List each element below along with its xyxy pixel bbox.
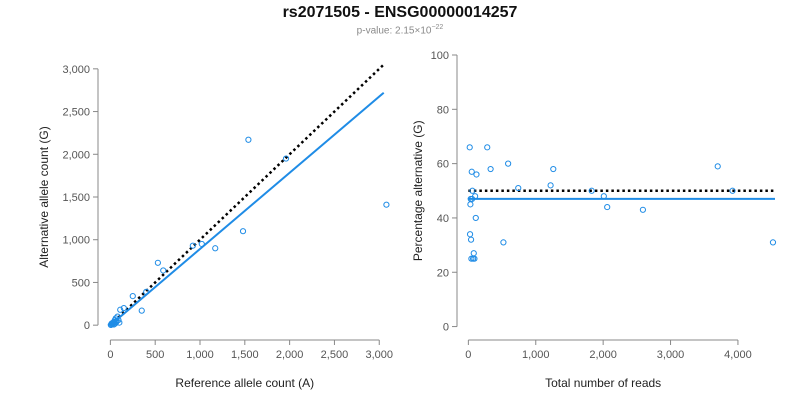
y-tick-label: 60: [437, 159, 449, 171]
x-tick-label: 2,000: [589, 349, 617, 361]
x-tick-label: 3,000: [657, 349, 685, 361]
data-point: [117, 306, 124, 313]
data-point: [515, 184, 522, 192]
data-point: [245, 136, 252, 143]
y-tick-label: 2,000: [62, 149, 90, 161]
data-point: [116, 319, 123, 326]
x-tick-label: 2,500: [321, 349, 349, 361]
data-point: [639, 206, 647, 213]
data-point: [604, 203, 611, 211]
y-tick-label: 0: [443, 322, 449, 334]
y-tick-label: 1,500: [62, 192, 90, 204]
data-point: [550, 165, 557, 173]
x-tick-label: 1,000: [186, 349, 214, 361]
x-tick-label: 2,000: [276, 349, 304, 361]
data-point: [160, 267, 167, 274]
data-point: [467, 201, 474, 208]
x-tick-label: 1,000: [522, 349, 550, 361]
data-point: [484, 144, 491, 151]
y-tick-label: 0: [84, 320, 90, 332]
data-point: [487, 165, 494, 173]
y-tick-label: 80: [437, 104, 449, 116]
data-point: [383, 201, 390, 208]
data-point: [143, 288, 150, 295]
x-axis-label: Reference allele count (A): [175, 376, 314, 390]
data-point: [469, 187, 476, 194]
data-point: [588, 187, 595, 194]
y-tick-label: 20: [437, 267, 449, 279]
x-tick-label: 3,000: [365, 349, 393, 361]
data-point: [769, 239, 777, 246]
allele-count-scatter-plot: 0 500 1,000 1,500 2,000 2,500 3,000 0 500 1,000 1,…: [37, 63, 393, 390]
p-value-text: p-value: 2.15×10: [356, 25, 432, 37]
x-tick-label: 4,000: [724, 349, 752, 361]
x-tick-label: 0: [107, 349, 113, 361]
data-point: [714, 163, 721, 170]
x-tick-label: 500: [146, 349, 164, 361]
data-point: [239, 228, 247, 235]
y-tick-label: 40: [437, 213, 449, 225]
data-point: [472, 214, 479, 222]
data-point: [505, 160, 512, 167]
x-tick-label: 1,500: [231, 349, 259, 361]
percentage-alternative-scatter-plot: 0 20 40 60 80 100 0 1,000 2,000 3,000 4,000 Total n…: [411, 50, 777, 390]
x-tick-label: 0: [465, 349, 471, 361]
data-point: [189, 242, 196, 249]
data-point: [500, 239, 507, 246]
data-point: [466, 144, 473, 151]
y-axis-label: Percentage alternative (G): [411, 120, 425, 261]
data-point: [473, 171, 480, 178]
x-axis-label: Total number of reads: [545, 376, 661, 390]
y-tick-label: 2,500: [62, 107, 90, 119]
y-tick-label: 1,000: [62, 235, 90, 247]
data-point: [212, 245, 219, 252]
y-axis-label: Alternative allele count (G): [37, 126, 51, 267]
chart-title: rs2071505 - ENSG00000014257: [282, 4, 518, 21]
data-point: [600, 193, 607, 200]
y-tick-label: 3,000: [62, 64, 90, 76]
data-point: [472, 193, 479, 200]
p-value-subtitle: p-value: 2.15×10−22: [0, 24, 800, 36]
data-point: [470, 250, 477, 257]
data-point: [129, 293, 136, 300]
data-point: [729, 187, 736, 194]
p-value-exponent: −22: [431, 24, 444, 31]
data-point: [282, 155, 290, 162]
data-point: [468, 168, 475, 175]
reference-line: [109, 63, 385, 327]
fit-line: [109, 91, 385, 326]
y-tick-label: 500: [72, 277, 90, 289]
data-point: [138, 307, 145, 314]
data-point: [154, 259, 161, 266]
data-point: [466, 231, 474, 238]
data-point: [198, 240, 205, 248]
data-point: [467, 236, 475, 243]
data-point: [114, 313, 121, 320]
data-point: [471, 255, 478, 262]
data-point: [120, 304, 127, 312]
y-tick-label: 100: [431, 50, 449, 62]
data-point: [547, 182, 554, 189]
